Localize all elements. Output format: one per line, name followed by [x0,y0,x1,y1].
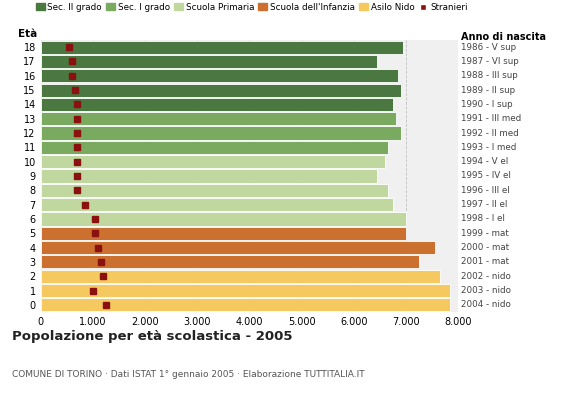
Bar [41,40,404,54]
Text: Popolazione per età scolastica - 2005: Popolazione per età scolastica - 2005 [12,330,292,343]
Text: Anno di nascita: Anno di nascita [461,32,546,42]
Text: 1999 - mat: 1999 - mat [461,229,509,238]
Bar [41,170,378,182]
Bar [41,55,378,68]
Bar [41,241,435,254]
Text: 1989 - II sup: 1989 - II sup [461,86,515,95]
Text: 1991 - III med: 1991 - III med [461,114,521,123]
Bar [41,112,396,125]
Text: 1990 - I sup: 1990 - I sup [461,100,513,109]
Text: 1988 - III sup: 1988 - III sup [461,71,518,80]
Text: 1994 - V el: 1994 - V el [461,157,508,166]
Bar [41,255,419,268]
Bar [41,98,393,111]
Text: 2004 - nido: 2004 - nido [461,300,511,309]
Text: 1997 - II el: 1997 - II el [461,200,508,209]
Bar [41,126,401,140]
Legend: Sec. II grado, Sec. I grado, Scuola Primaria, Scuola dell'Infanzia, Asilo Nido, : Sec. II grado, Sec. I grado, Scuola Prim… [32,0,471,16]
Text: 2001 - mat: 2001 - mat [461,257,509,266]
Text: 1987 - VI sup: 1987 - VI sup [461,57,519,66]
Bar [41,141,387,154]
Text: 1996 - III el: 1996 - III el [461,186,510,195]
Bar [41,227,406,240]
Bar [41,69,398,82]
Bar [41,84,401,97]
Bar [41,184,387,197]
Text: 1995 - IV el: 1995 - IV el [461,172,511,180]
Text: 2003 - nido: 2003 - nido [461,286,511,295]
Text: Età: Età [17,30,37,40]
Text: 2002 - nido: 2002 - nido [461,272,511,281]
Text: 2000 - mat: 2000 - mat [461,243,509,252]
Text: 1992 - II med: 1992 - II med [461,128,519,138]
Text: 1986 - V sup: 1986 - V sup [461,43,516,52]
Bar [41,212,406,226]
Bar [41,155,385,168]
Bar [41,270,440,283]
Bar [41,298,451,312]
Text: 1998 - I el: 1998 - I el [461,214,505,224]
Text: COMUNE DI TORINO · Dati ISTAT 1° gennaio 2005 · Elaborazione TUTTITALIA.IT: COMUNE DI TORINO · Dati ISTAT 1° gennaio… [12,370,364,379]
Bar [41,284,451,297]
Text: 1993 - I med: 1993 - I med [461,143,516,152]
Bar [41,198,393,211]
